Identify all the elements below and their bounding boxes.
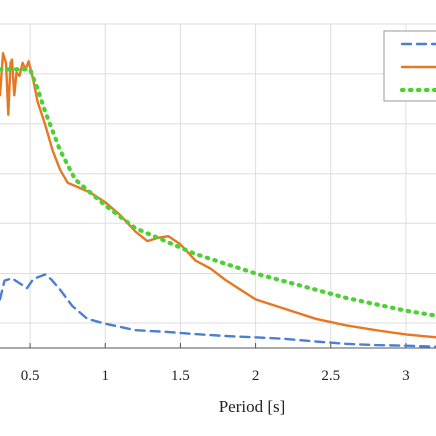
tick-labels: 0.5 1 1.5 2 2.5 3 [21, 368, 410, 384]
x-tick-label: 3 [402, 368, 410, 384]
x-tick-label: 1.5 [171, 368, 190, 384]
axis-layer [0, 343, 436, 349]
series-line-solid [0, 52, 436, 339]
legend [383, 30, 436, 102]
x-tick-label: 0.5 [21, 368, 40, 384]
series-line-dashed [0, 273, 436, 348]
x-tick-label: 2 [252, 368, 260, 384]
series-line-dotted [0, 67, 436, 318]
grid-layer [0, 23, 436, 348]
x-tick-label: 1 [101, 368, 109, 384]
series-layer [0, 52, 436, 348]
x-tick-label: 2.5 [321, 368, 340, 384]
x-axis-label: Period [s] [219, 397, 286, 416]
